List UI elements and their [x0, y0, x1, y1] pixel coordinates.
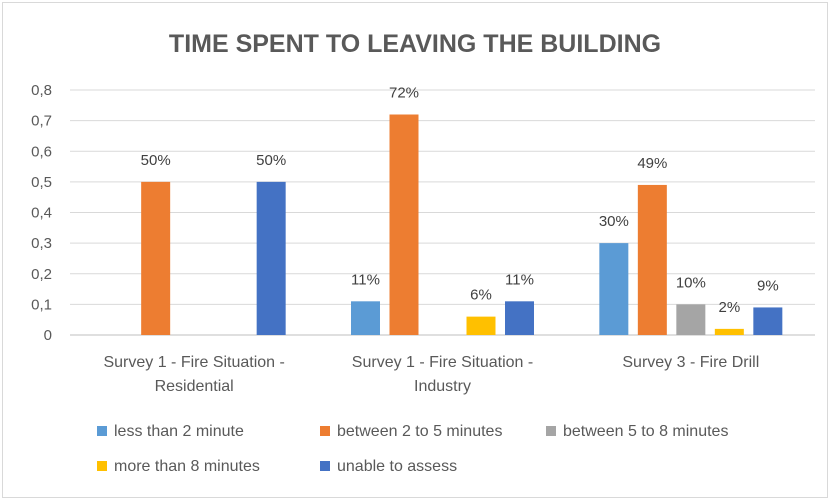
bar: [351, 301, 380, 335]
data-labels: 11% 30% 50% 72% 49% 10% 6% 2% 50% 11% 9%: [141, 85, 779, 316]
chart-title: TIME SPENT TO LEAVING THE BUILDING: [169, 30, 661, 58]
data-label: 50%: [256, 152, 286, 169]
legend-label: more than 8 minutes: [114, 458, 260, 475]
data-label: 10%: [676, 274, 706, 291]
bar: [389, 114, 419, 335]
bar: [505, 301, 534, 335]
legend-swatch: [546, 426, 556, 436]
category-label: Survey 1 - Fire Situation -: [103, 354, 284, 371]
gridlines: [70, 89, 815, 336]
category-label: Survey 1 - Fire Situation -: [352, 354, 533, 371]
legend-swatch: [97, 461, 107, 471]
data-label: 2%: [718, 299, 740, 316]
bar: [637, 184, 667, 335]
y-tick-label: 0,5: [31, 174, 52, 191]
y-tick-label: 0,2: [31, 266, 52, 283]
y-tick-label: 0,7: [31, 113, 52, 130]
legend-swatch: [97, 426, 107, 436]
bar: [753, 307, 783, 335]
data-label: 49%: [637, 155, 667, 172]
data-label: 30%: [599, 213, 629, 230]
bars: [141, 114, 783, 335]
legend-label: less than 2 minute: [114, 423, 244, 440]
data-label: 6%: [470, 287, 492, 304]
legend-label: between 5 to 8 minutes: [563, 423, 728, 440]
data-label: 11%: [351, 271, 380, 288]
category-label: Industry: [414, 378, 471, 395]
bar: [714, 328, 744, 335]
y-tick-label: 0,1: [31, 296, 52, 313]
y-tick-label: 0,4: [31, 205, 52, 222]
bar: [599, 243, 629, 335]
bar: [676, 304, 706, 335]
y-tick-label: 0: [44, 327, 52, 344]
data-label: 9%: [757, 277, 779, 294]
category-labels: Survey 1 - Fire Situation - Residential Su…: [103, 354, 759, 395]
category-label: Survey 3 - Fire Drill: [622, 354, 759, 371]
legend: less than 2 minute between 2 to 5 minutes…: [97, 423, 728, 475]
bar: [256, 181, 286, 335]
legend-swatch: [320, 461, 330, 471]
y-tick-label: 0,8: [31, 82, 52, 99]
data-label: 11%: [505, 271, 534, 288]
y-tick-label: 0,6: [31, 143, 52, 160]
y-tick-label: 0,3: [31, 235, 52, 252]
bar: [141, 181, 171, 335]
data-label: 50%: [141, 152, 171, 169]
legend-label: between 2 to 5 minutes: [337, 423, 502, 440]
y-axis-ticks: 0 0,1 0,2 0,3 0,4 0,5 0,6 0,7 0,8: [31, 82, 52, 344]
legend-swatch: [320, 426, 330, 436]
bar: [466, 316, 496, 335]
data-label: 72%: [389, 85, 419, 102]
legend-label: unable to assess: [337, 458, 457, 475]
category-label: Residential: [155, 378, 234, 395]
